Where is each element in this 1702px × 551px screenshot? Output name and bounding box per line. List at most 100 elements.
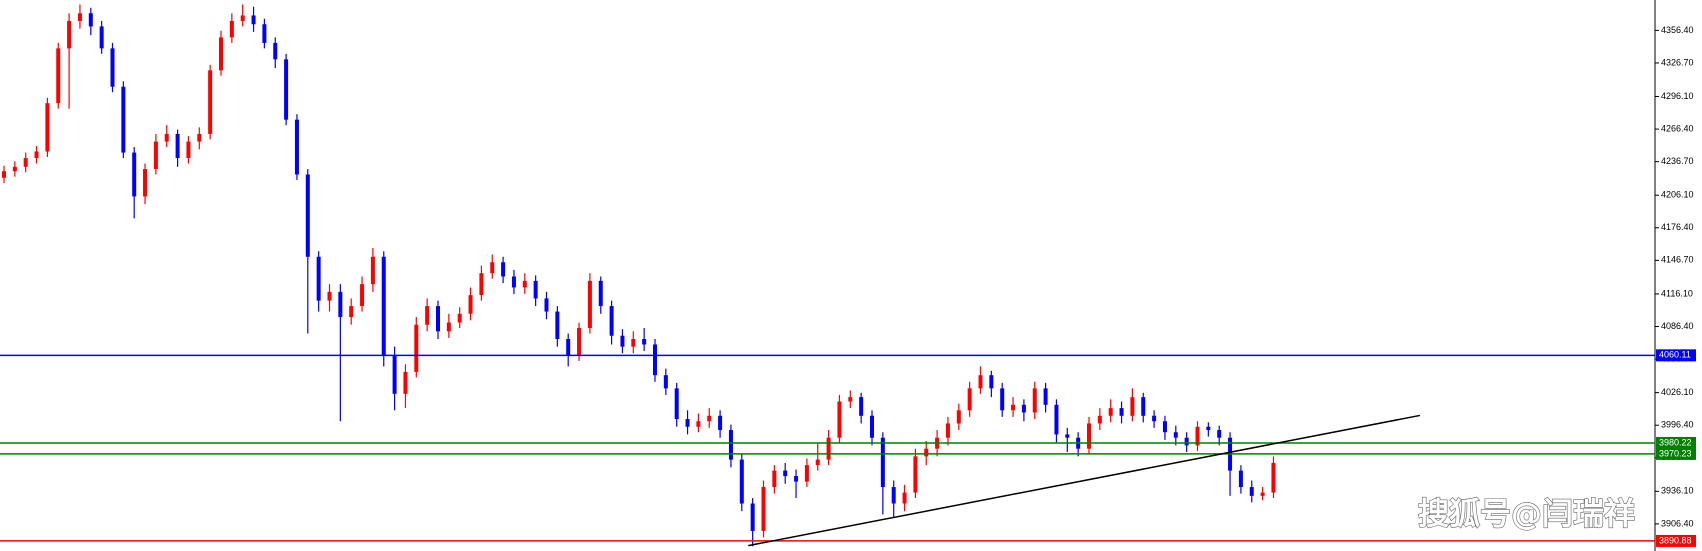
candle-body — [1043, 388, 1048, 405]
candle-body — [794, 476, 799, 482]
candle-body — [555, 311, 560, 340]
candle-body — [859, 397, 864, 416]
candle-body — [349, 306, 354, 318]
candle-body — [989, 375, 994, 389]
candle-body — [1054, 404, 1059, 435]
candle-body — [804, 465, 809, 482]
level-label-box — [1656, 447, 1696, 460]
y-tick-label: 4296.10 — [1661, 91, 1694, 101]
candle-body — [45, 103, 50, 152]
candle-body — [1152, 415, 1157, 422]
candle-body — [143, 169, 148, 197]
candle-body — [696, 421, 701, 427]
y-tick-label: 3906.40 — [1661, 518, 1694, 528]
candle-body — [153, 141, 158, 170]
candle-body — [273, 42, 278, 60]
y-tick-label: 3996.40 — [1661, 420, 1694, 430]
candle-body — [1108, 408, 1113, 416]
candle-body — [1087, 423, 1091, 449]
candle-body — [208, 70, 213, 134]
candle-body — [1271, 462, 1276, 493]
candle-body — [978, 375, 983, 389]
candle-body — [12, 166, 17, 172]
candle-body — [284, 59, 289, 120]
y-tick-label: 4176.40 — [1661, 222, 1694, 232]
y-tick-label: 4326.70 — [1661, 57, 1694, 67]
candle-body — [1260, 492, 1265, 496]
candle-body — [826, 437, 831, 460]
candle-body — [240, 15, 245, 21]
candle-body — [1249, 487, 1254, 496]
y-tick-label: 4206.10 — [1661, 190, 1694, 200]
candle-body — [718, 415, 723, 431]
candle-body — [598, 280, 603, 307]
candle-body — [1162, 421, 1167, 433]
candle-body — [1195, 426, 1200, 446]
candle-body — [132, 152, 137, 197]
candle-body — [186, 141, 191, 159]
candle-body — [56, 48, 61, 104]
candle-body — [511, 276, 516, 288]
candle-body — [1065, 434, 1070, 438]
y-tick-label: 4266.40 — [1661, 123, 1694, 133]
candle-body — [522, 280, 527, 288]
candle-body — [305, 174, 310, 257]
candle-body — [501, 262, 506, 277]
candle-body — [1173, 432, 1178, 438]
candle-body — [1097, 415, 1102, 424]
y-tick-label: 4356.40 — [1661, 25, 1694, 35]
candle-body — [479, 273, 484, 296]
candle-body — [739, 459, 744, 504]
candle-body — [566, 339, 571, 356]
candle-body — [490, 262, 495, 274]
candle-body — [360, 284, 365, 307]
candle-body — [880, 437, 885, 488]
candle-body — [1217, 430, 1222, 438]
candle-body — [1032, 388, 1037, 413]
candle-body — [121, 86, 126, 153]
candle-body — [848, 397, 853, 402]
candle-body — [891, 487, 896, 504]
candle-body — [67, 20, 72, 49]
candle-body — [175, 133, 180, 159]
candle-body — [77, 13, 82, 21]
candle-body — [620, 335, 625, 347]
y-tick-label: 4146.70 — [1661, 255, 1694, 265]
candle-body — [99, 26, 104, 49]
candle-body — [707, 415, 712, 422]
level-label: 3980.22 — [1659, 437, 1692, 447]
candle-body — [262, 24, 267, 43]
candle-body — [23, 158, 28, 167]
candle-body — [544, 298, 549, 312]
candle-body — [457, 313, 462, 323]
watermark: 搜狐号@闫瑞祥 — [1418, 497, 1635, 533]
candle-body — [446, 322, 451, 332]
candle-body — [1141, 397, 1146, 416]
candle-body — [1184, 437, 1189, 446]
candle-body — [219, 37, 223, 71]
candle-body — [468, 295, 473, 314]
candle-body — [967, 388, 972, 411]
candle-body — [1119, 408, 1124, 416]
candle-body — [403, 371, 408, 394]
candle-body — [783, 470, 788, 477]
y-tick-label: 4026.10 — [1661, 387, 1694, 397]
candle-body — [425, 306, 430, 325]
level-label-box — [1656, 534, 1696, 547]
candle-body — [956, 410, 961, 424]
candle-body — [663, 375, 668, 389]
candle-body — [533, 280, 538, 299]
level-label-box — [1656, 349, 1696, 362]
candle-body — [642, 339, 647, 345]
candle-body — [870, 415, 874, 438]
candle-body — [750, 503, 755, 531]
candle-body — [815, 459, 820, 466]
candle-body — [587, 280, 592, 329]
candle-body — [327, 291, 332, 301]
candle-body — [229, 20, 234, 38]
y-tick-label: 3936.10 — [1661, 486, 1694, 496]
candle-body — [761, 487, 766, 531]
candle-body — [110, 48, 115, 87]
